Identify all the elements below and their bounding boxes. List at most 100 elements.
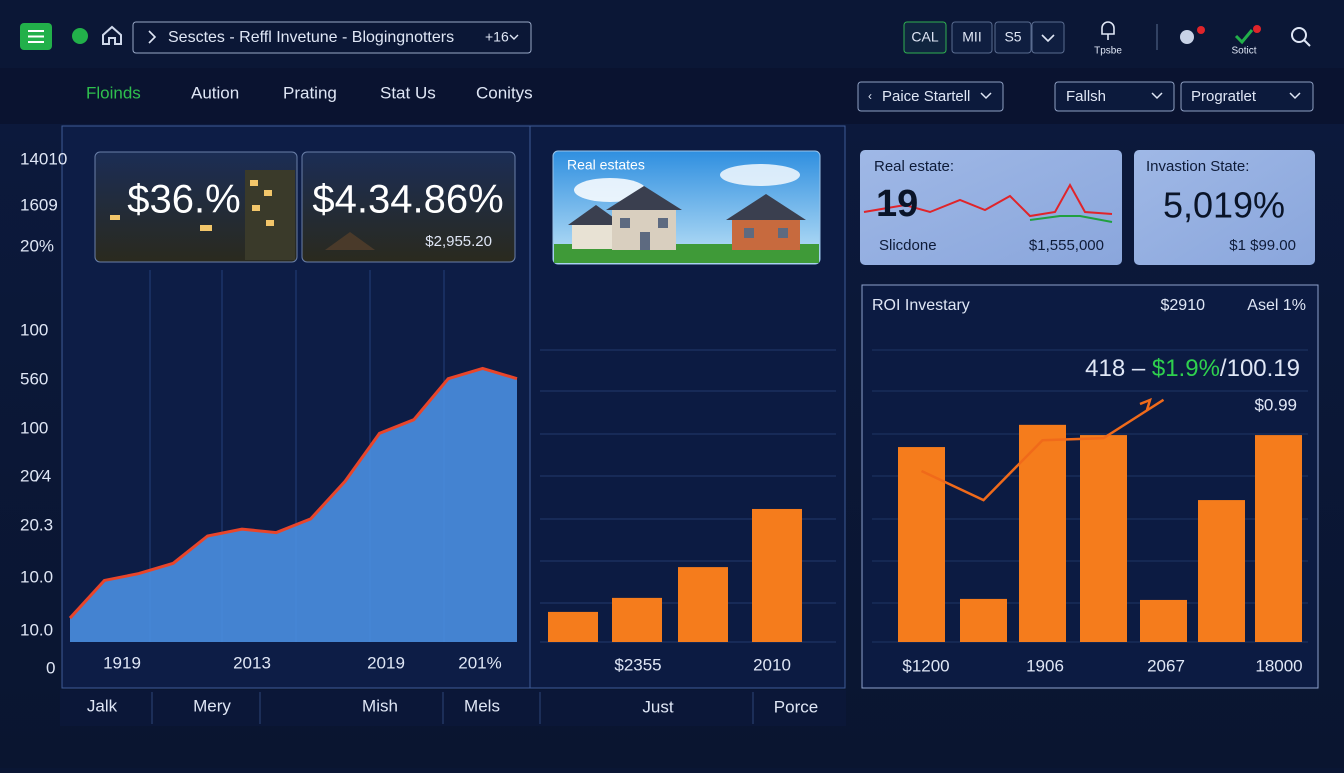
button[interactable] — [994, 21, 1032, 54]
y-label: 20% — [20, 236, 54, 255]
search-count: +16 — [485, 29, 509, 45]
card — [301, 151, 516, 263]
y-label: 20⁄4 — [20, 466, 51, 485]
card-value: 5,019% — [1163, 185, 1285, 226]
dropdown-label: Paice Startell — [882, 88, 970, 105]
card-title: Real estate: — [874, 158, 954, 175]
windows — [620, 218, 788, 250]
house — [325, 232, 375, 250]
card-amount: $1 $99.00 — [1229, 237, 1296, 254]
card-title: Invastion State: — [1146, 158, 1249, 175]
house — [732, 220, 800, 250]
x-label: $1200 — [902, 656, 949, 675]
dropdown[interactable] — [1054, 81, 1175, 112]
y-label: 10.0 — [20, 567, 53, 586]
icon[interactable] — [1234, 29, 1254, 45]
nav-tab[interactable]: Stat Us — [380, 83, 436, 102]
footer-label: Porce — [774, 697, 818, 716]
button[interactable] — [903, 21, 947, 54]
card-amount: $1,555,000 — [1029, 237, 1104, 254]
headline-part: $1.9% — [1152, 355, 1220, 382]
bar — [678, 567, 728, 642]
chevron: ‹ — [868, 89, 872, 103]
x-label: 1919 — [103, 653, 141, 672]
button[interactable] — [1031, 21, 1065, 54]
dropdown-label: Progratlet — [1191, 88, 1257, 105]
bar — [548, 611, 598, 642]
footer-label: Mish — [362, 696, 398, 715]
cloud — [574, 178, 646, 202]
nav-tab[interactable]: Prating — [283, 83, 337, 102]
x-label: 201% — [458, 653, 501, 672]
home-icon[interactable] — [102, 25, 122, 45]
bar — [898, 447, 945, 642]
icon[interactable] — [1180, 30, 1194, 44]
dropdown[interactable] — [857, 81, 1004, 112]
bar — [960, 598, 1007, 642]
card-value: $4.34.86% — [312, 178, 503, 222]
bar — [1140, 599, 1187, 642]
bar — [752, 508, 802, 642]
line — [68, 366, 518, 620]
x-label: 2019 — [367, 653, 405, 672]
search-box[interactable] — [132, 21, 532, 54]
x-label: 2010 — [753, 655, 791, 674]
x-label: $2355 — [614, 655, 661, 674]
dropdown[interactable] — [1180, 81, 1314, 112]
bar — [1198, 500, 1245, 642]
stat: $2910 — [1161, 297, 1206, 314]
chevron — [1151, 92, 1163, 100]
y-label: 1609 — [20, 195, 58, 214]
card-sub: $2,955.20 — [425, 233, 492, 250]
bar — [1080, 435, 1127, 642]
divider — [151, 692, 754, 724]
dropdown-label: Fallsh — [1066, 88, 1106, 105]
sub: $0.99 — [1254, 395, 1297, 414]
roof — [568, 186, 806, 225]
nav-tab[interactable]: Aution — [191, 83, 239, 102]
y-label: 14010 — [20, 149, 67, 168]
x-label: 2013 — [233, 653, 271, 672]
icon[interactable] — [1101, 21, 1115, 40]
bar — [612, 597, 662, 642]
footer-row — [60, 690, 846, 726]
footer-label: Jalk — [87, 696, 118, 715]
panel-title: ROI Investary — [872, 297, 970, 314]
badge — [1197, 26, 1205, 34]
grid-line — [149, 270, 445, 642]
bar — [1019, 424, 1066, 642]
chevron — [1041, 34, 1055, 43]
button-label: MII — [962, 29, 981, 45]
button[interactable] — [951, 21, 993, 54]
nav-tab[interactable]: Floinds — [86, 83, 141, 102]
headline-part: /100.19 — [1220, 355, 1300, 382]
y-label: 0 — [46, 658, 55, 677]
cloud — [720, 164, 800, 186]
footer-label: Mery — [193, 696, 231, 715]
footer-label: Mels — [464, 696, 500, 715]
bar — [1255, 435, 1302, 642]
line — [920, 398, 1165, 502]
chevron — [509, 34, 519, 40]
search-icon[interactable] — [1291, 27, 1307, 43]
sparkline — [863, 182, 1113, 218]
chevron — [1289, 92, 1301, 100]
sparkline — [1029, 215, 1113, 223]
status-icon — [72, 28, 88, 44]
y-label: 10.0 — [20, 620, 53, 639]
search-text: Sesctes - Reffl Invetune - Blogingnotter… — [168, 29, 454, 46]
area — [70, 368, 517, 642]
x-label: 2067 — [1147, 656, 1185, 675]
nav-tab[interactable]: Conitys — [476, 83, 533, 102]
y-label: 560 — [20, 369, 48, 388]
headline-part: 418 – — [1085, 355, 1146, 382]
x-label: 1906 — [1026, 656, 1064, 675]
window-lights — [110, 180, 274, 231]
arrow-head — [1139, 397, 1152, 411]
footer-label: Just — [642, 697, 673, 716]
badge — [1253, 25, 1261, 33]
card-title: Real estates — [567, 157, 645, 173]
menu-icon — [28, 30, 44, 43]
icon-label: Tpsbe — [1094, 46, 1122, 57]
